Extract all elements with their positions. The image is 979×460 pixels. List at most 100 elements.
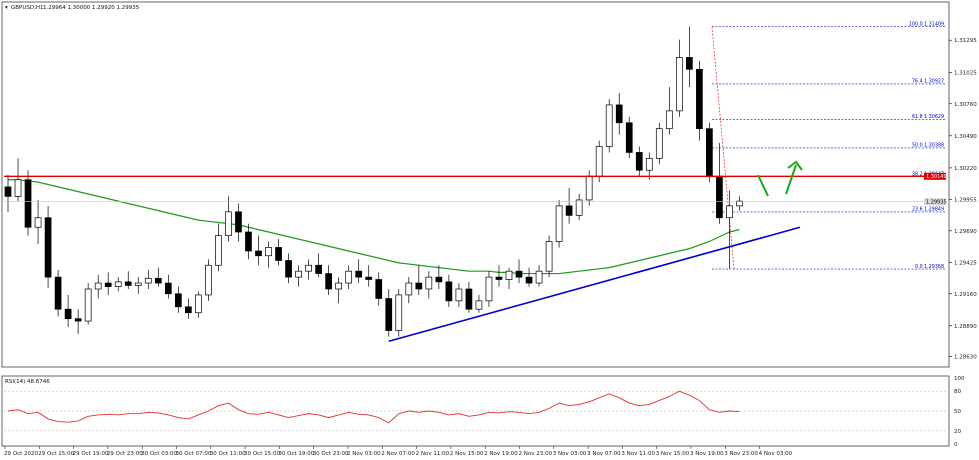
- candle-body: [74, 318, 82, 322]
- candle-body: [686, 57, 693, 70]
- candle-body: [515, 270, 523, 278]
- candles: [4, 26, 743, 337]
- candle-body: [315, 264, 322, 274]
- chart-symbol: GBPUSD,H1: [11, 5, 44, 11]
- candle-body: [706, 128, 713, 177]
- rsi-label: RSI(14) 48.6746: [5, 379, 50, 385]
- candle-body: [716, 175, 723, 219]
- candle-body: [245, 231, 252, 252]
- candle-body: [475, 300, 483, 310]
- candle-body: [645, 158, 653, 171]
- candle-body: [144, 277, 152, 284]
- y-tick-label: 1.29690: [954, 229, 977, 235]
- arrow-up-stroke: [785, 164, 797, 195]
- rsi-tick-label: 80: [954, 389, 961, 395]
- x-tick-label: 2 Nov 07:00: [381, 451, 415, 457]
- symbol-dropdown-icon[interactable]: ▾: [5, 5, 8, 11]
- x-tick-label: 3 Nov 07:00: [587, 451, 621, 457]
- x-tick-label: 30 Oct 11:00: [210, 451, 246, 457]
- x-tick-label: 4 Nov 03:00: [759, 451, 793, 457]
- x-tick-label: 2 Nov 03:00: [347, 451, 381, 457]
- rsi-axis: 0 20 50 80 100: [4, 376, 965, 448]
- fib-level-label: 0.0 1.29368: [915, 264, 944, 270]
- x-tick-label: 2 Nov 23:00: [519, 451, 553, 457]
- candle-body: [44, 217, 52, 278]
- candle-body: [225, 211, 232, 236]
- x-tick-label: 30 Oct 07:00: [176, 451, 212, 457]
- candle-body: [675, 57, 683, 112]
- candle-body: [415, 282, 423, 290]
- candle-body: [575, 199, 583, 216]
- rsi-plot-area: [1, 375, 950, 447]
- candle-body: [595, 146, 603, 177]
- candle-body: [505, 270, 513, 280]
- candle-body: [275, 247, 282, 261]
- candle-body: [154, 277, 162, 284]
- candle-body: [54, 276, 62, 310]
- candle-body: [134, 282, 142, 286]
- candle-body: [655, 128, 663, 159]
- candle-body: [555, 205, 563, 242]
- fib-level-label: 100.0 1.31409: [909, 21, 944, 27]
- x-tick-label: 29 Oct 19:00: [73, 451, 109, 457]
- moving-average: [8, 179, 740, 275]
- x-tick-label: 30 Oct 19:00: [278, 451, 314, 457]
- y-tick-label: 1.29425: [954, 260, 977, 266]
- candle-body: [726, 205, 733, 219]
- moving-average-line: [8, 179, 740, 275]
- candle-body: [736, 200, 743, 207]
- main-plot-area: [1, 1, 950, 368]
- candle-body: [345, 270, 353, 284]
- candle-body: [34, 217, 42, 228]
- resistance-price-label: 1.30149: [926, 174, 947, 180]
- candle-body: [405, 282, 413, 296]
- candle-body: [174, 293, 182, 308]
- x-tick-label: 30 Oct 23:00: [313, 451, 349, 457]
- candle-body: [455, 288, 463, 302]
- x-tick-label: 3 Nov 23:00: [724, 451, 758, 457]
- candle-body: [445, 281, 453, 302]
- y-tick-label: 1.28890: [954, 324, 977, 330]
- y-tick-label: 1.29955: [954, 197, 977, 203]
- chart-ohlc: 1.29964 1.30000 1.29920 1.29935: [43, 5, 140, 11]
- candle-body: [495, 276, 503, 280]
- candle-body: [375, 279, 383, 299]
- x-tick-label: 2 Nov 15:00: [450, 451, 484, 457]
- x-tick-label: 2 Nov 11:00: [416, 451, 450, 457]
- x-tick-label: 29 Oct 15:00: [38, 451, 74, 457]
- candle-body: [395, 294, 403, 331]
- candle-body: [295, 270, 302, 278]
- x-tick-label: 30 Oct 15:00: [244, 451, 280, 457]
- candle-body: [585, 175, 593, 201]
- fib-level-label: 50.0 1.30388: [912, 143, 944, 149]
- fib-level-label: 76.4 1.30927: [912, 79, 944, 85]
- y-tick-label: 1.30760: [954, 102, 977, 108]
- arrow-head-icon: [787, 160, 803, 171]
- candle-body: [285, 260, 292, 278]
- drawn-lines[interactable]: [4, 160, 946, 343]
- candle-body: [235, 211, 242, 233]
- candle-body: [335, 282, 343, 290]
- candle-body: [525, 276, 533, 284]
- rsi-line: [7, 390, 740, 424]
- x-tick-label: 29 Oct 2020: [4, 451, 39, 457]
- candle-body: [485, 276, 493, 302]
- candle-body: [255, 250, 262, 257]
- y-tick-label: 1.31295: [954, 38, 977, 44]
- candle-body: [355, 270, 363, 278]
- candle-body: [124, 281, 132, 286]
- candle-body: [4, 186, 12, 197]
- candle-body: [164, 282, 172, 295]
- x-tick-label: 3 Nov 19:00: [690, 451, 724, 457]
- rsi-tick-label: 100: [954, 376, 965, 382]
- candle-body: [535, 270, 543, 284]
- current-price-label: 1.29935: [926, 200, 947, 206]
- candle-body: [435, 276, 443, 283]
- x-tick-label: 3 Nov 03:00: [553, 451, 587, 457]
- rsi-tick-label: 50: [954, 409, 961, 415]
- candle-body: [195, 294, 202, 314]
- candle-body: [104, 282, 112, 287]
- candle-body: [465, 288, 473, 310]
- resistance-price-box: [924, 172, 946, 180]
